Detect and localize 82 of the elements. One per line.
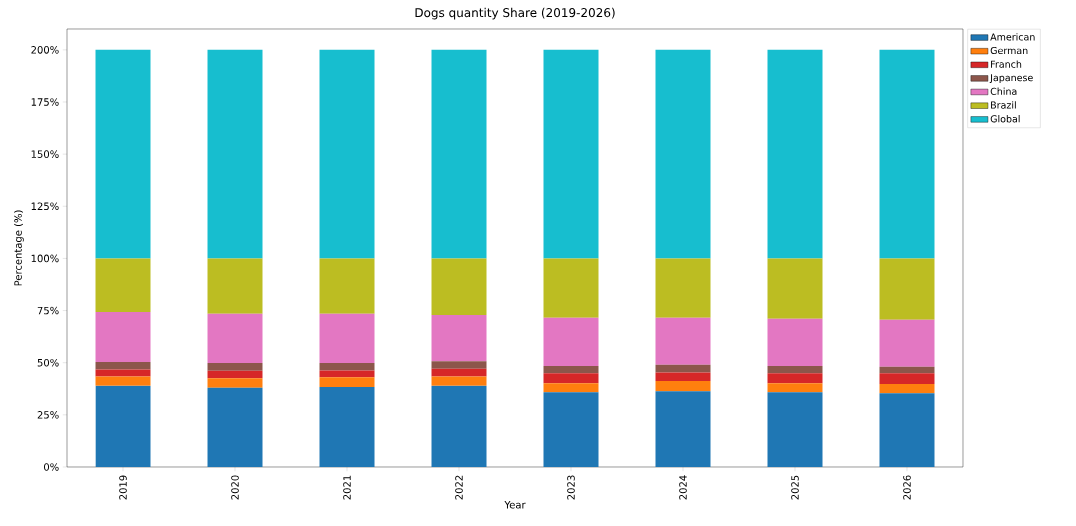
bar bbox=[655, 258, 711, 318]
bar bbox=[431, 49, 487, 259]
bar bbox=[879, 319, 935, 367]
x-tick-label: 2023 bbox=[567, 475, 575, 500]
bar bbox=[319, 377, 375, 388]
y-tick-label: 0% bbox=[44, 463, 59, 471]
bar bbox=[767, 373, 823, 384]
y-tick-label: 150% bbox=[31, 150, 59, 158]
bar bbox=[431, 385, 487, 467]
bar bbox=[767, 258, 823, 319]
bar bbox=[431, 361, 487, 369]
bar bbox=[95, 258, 151, 313]
bar bbox=[207, 387, 263, 467]
bar bbox=[319, 363, 375, 371]
bar bbox=[319, 370, 375, 378]
y-tick-label: 200% bbox=[31, 46, 59, 54]
bar bbox=[95, 385, 151, 467]
legend-label: Global bbox=[990, 115, 1020, 123]
chart-title: Dogs quantity Share (2019-2026) bbox=[415, 7, 615, 20]
bar bbox=[879, 258, 935, 320]
x-tick-label: 2024 bbox=[679, 475, 687, 500]
bar bbox=[95, 49, 151, 259]
bar bbox=[95, 362, 151, 370]
bar bbox=[207, 363, 263, 371]
bar bbox=[767, 392, 823, 467]
y-tick-label: 125% bbox=[31, 202, 59, 211]
bar bbox=[543, 49, 599, 259]
bar bbox=[431, 314, 487, 362]
legend-label: Japanese bbox=[989, 74, 1033, 84]
bar bbox=[543, 373, 599, 384]
bar bbox=[543, 258, 599, 318]
bar bbox=[207, 370, 263, 379]
x-tick-label: 2026 bbox=[903, 475, 911, 500]
bar bbox=[655, 391, 711, 467]
bar bbox=[543, 392, 599, 467]
bar bbox=[879, 383, 935, 394]
legend-label: Franch bbox=[991, 60, 1022, 68]
bar bbox=[655, 317, 711, 365]
bar bbox=[767, 366, 823, 374]
bar bbox=[431, 368, 487, 377]
y-tick-label: 50% bbox=[37, 358, 59, 367]
bar bbox=[207, 378, 263, 388]
bar bbox=[655, 372, 711, 382]
bar bbox=[319, 313, 375, 364]
bar bbox=[879, 49, 935, 259]
y-tick-label: 100% bbox=[31, 254, 59, 263]
bar bbox=[879, 393, 935, 467]
bar bbox=[319, 387, 375, 467]
x-tick-label: 2022 bbox=[455, 475, 463, 500]
legend-label: China bbox=[990, 87, 1017, 95]
x-tick-label: 2020 bbox=[231, 475, 239, 500]
bar bbox=[655, 381, 711, 392]
bar bbox=[319, 258, 375, 314]
bar bbox=[767, 383, 823, 393]
bar bbox=[431, 376, 487, 386]
bar bbox=[95, 312, 151, 363]
y-axis-title: Percentage (%) bbox=[14, 210, 24, 286]
bar bbox=[767, 318, 823, 367]
bar bbox=[95, 369, 151, 377]
legend-label: German bbox=[990, 46, 1028, 55]
bar bbox=[655, 364, 711, 373]
bar bbox=[431, 258, 487, 315]
bar bbox=[543, 383, 599, 393]
y-tick-label: 175% bbox=[31, 98, 59, 106]
x-tick-label: 2019 bbox=[119, 475, 127, 500]
bar bbox=[767, 49, 823, 259]
bar bbox=[319, 49, 375, 259]
legend-label: Brazil bbox=[991, 101, 1016, 109]
bar bbox=[207, 258, 263, 314]
y-tick-label: 25% bbox=[37, 411, 59, 419]
bar bbox=[207, 313, 263, 364]
y-tick-label: 75% bbox=[37, 306, 59, 315]
x-axis-title: Year bbox=[504, 501, 526, 509]
legend-label: American bbox=[990, 33, 1035, 41]
x-tick-label: 2021 bbox=[343, 475, 351, 500]
bar bbox=[543, 366, 599, 374]
bar bbox=[879, 373, 935, 384]
bar bbox=[543, 317, 599, 367]
bar bbox=[655, 49, 711, 259]
bar bbox=[207, 49, 263, 259]
x-tick-label: 2025 bbox=[791, 475, 799, 500]
bar bbox=[95, 376, 151, 386]
